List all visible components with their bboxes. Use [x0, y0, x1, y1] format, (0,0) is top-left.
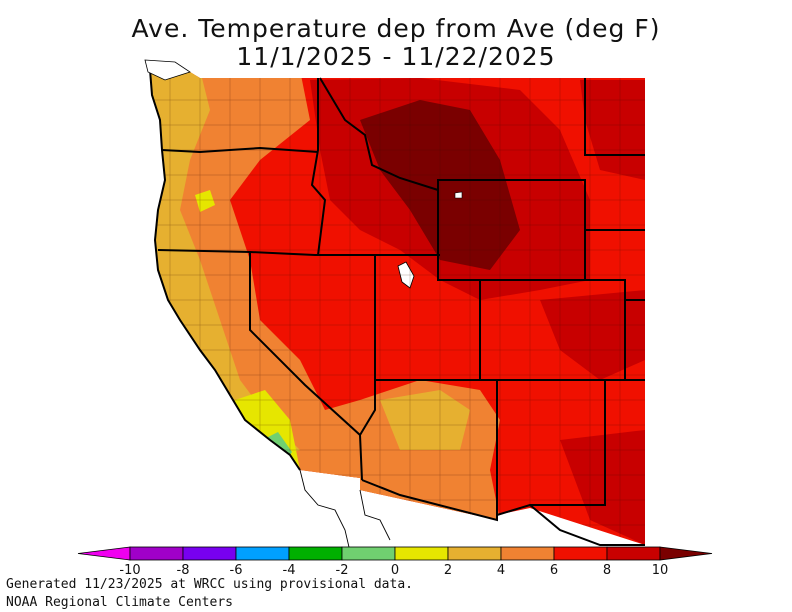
legend-swatch — [394, 546, 449, 561]
legend-tick-label: -2 — [336, 563, 349, 578]
footer-generated: Generated 11/23/2025 at WRCC using provi… — [6, 577, 413, 592]
border-id-west — [310, 78, 327, 256]
legend-swatch — [500, 546, 555, 561]
legend-swatch — [235, 546, 290, 561]
map-date-range: 11/1/2025 - 11/22/2025 — [236, 42, 556, 71]
border-texas — [529, 504, 645, 546]
legend-swatch — [447, 546, 502, 561]
anomaly-dark-red-kansas — [540, 290, 645, 380]
border-nv-ca — [249, 252, 363, 481]
legend-swatch — [129, 546, 184, 561]
legend-arrow-high — [659, 546, 713, 561]
gulf-coast — [359, 489, 391, 541]
legend-swatch — [341, 546, 396, 561]
legend-tick-label: -8 — [177, 563, 190, 578]
footer-source: NOAA Regional Climate Centers — [6, 595, 233, 610]
legend-tick-label: 0 — [391, 563, 399, 578]
border-arizona — [359, 380, 498, 522]
legend-labels: -10 -8 -6 -4 -2 0 2 4 6 8 10 — [119, 563, 668, 578]
state-boundaries — [149, 69, 645, 546]
map-title: Ave. Temperature dep from Ave (deg F) — [131, 14, 661, 43]
anomaly-dark-red-texas — [560, 430, 645, 545]
anomaly-light-orange-arizona — [380, 390, 470, 450]
legend-swatch — [606, 546, 661, 561]
temperature-departure-map — [144, 59, 645, 560]
mexico-outline — [299, 469, 391, 560]
legend-tick-label: -10 — [119, 563, 140, 578]
legend-tick-label: 4 — [497, 563, 505, 578]
border-plains — [584, 78, 645, 381]
border-mt-id — [319, 77, 439, 191]
legend-tick-label: -6 — [230, 563, 243, 578]
legend-tick-label: 6 — [550, 563, 558, 578]
legend-swatch — [288, 546, 343, 561]
legend-swatch — [182, 546, 237, 561]
vancouver-island — [144, 59, 191, 81]
legend-swatches — [77, 546, 713, 561]
border-wa-or — [161, 146, 319, 154]
legend-tick-label: 10 — [652, 563, 669, 578]
baja-coast — [299, 469, 353, 560]
legend-tick-label: 8 — [603, 563, 611, 578]
pacific-coastline — [149, 69, 301, 471]
legend-swatch — [553, 546, 608, 561]
lake-wyoming — [454, 191, 463, 199]
legend-tick-label: -4 — [283, 563, 296, 578]
border-new-mexico — [480, 379, 606, 516]
legend-tick-label: 2 — [444, 563, 452, 578]
legend-arrow-low — [77, 546, 131, 561]
